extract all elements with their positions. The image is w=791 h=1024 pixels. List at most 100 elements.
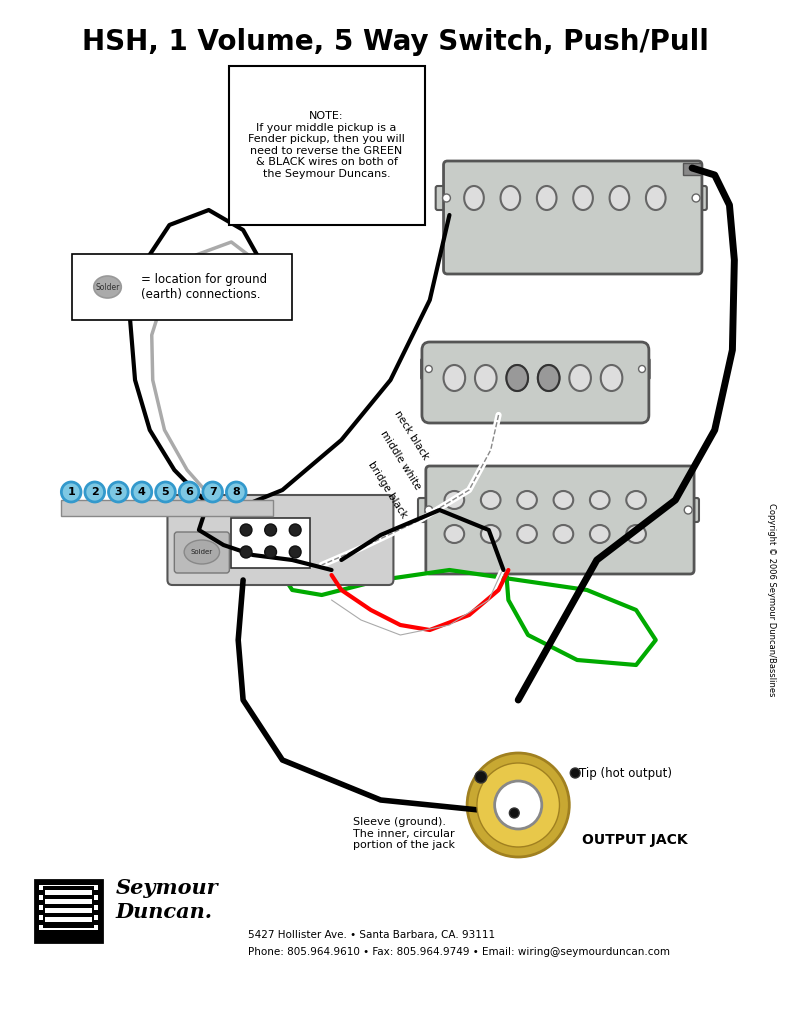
Text: = location for ground
(earth) connections.: = location for ground (earth) connection… (141, 273, 267, 301)
FancyBboxPatch shape (426, 466, 694, 574)
Circle shape (240, 546, 252, 558)
FancyBboxPatch shape (422, 342, 649, 423)
Text: Phone: 805.964.9610 • Fax: 805.964.9749 • Email: wiring@seymourduncan.com: Phone: 805.964.9610 • Fax: 805.964.9749 … (248, 947, 670, 957)
Bar (44, 890, 92, 895)
Ellipse shape (610, 186, 629, 210)
Bar (44, 908, 92, 913)
Text: 4: 4 (138, 487, 146, 497)
Circle shape (85, 482, 104, 502)
Text: Copyright © 2006 Seymour Duncan/Basslines: Copyright © 2006 Seymour Duncan/Bassline… (767, 503, 776, 696)
Circle shape (132, 482, 152, 502)
Ellipse shape (517, 525, 537, 543)
Ellipse shape (481, 525, 501, 543)
Circle shape (638, 366, 645, 373)
Ellipse shape (94, 276, 121, 298)
Circle shape (226, 482, 246, 502)
Text: Solder: Solder (191, 549, 213, 555)
Text: middle white: middle white (379, 429, 423, 492)
Circle shape (426, 366, 432, 373)
Ellipse shape (506, 365, 528, 391)
Ellipse shape (573, 186, 593, 210)
Ellipse shape (590, 525, 610, 543)
Circle shape (425, 506, 433, 514)
Ellipse shape (506, 365, 528, 391)
Ellipse shape (501, 186, 520, 210)
Ellipse shape (600, 365, 623, 391)
Circle shape (202, 482, 222, 502)
Ellipse shape (517, 490, 537, 509)
Bar (44, 918, 92, 922)
FancyBboxPatch shape (229, 66, 425, 225)
Ellipse shape (464, 186, 484, 210)
Text: OUTPUT JACK: OUTPUT JACK (582, 833, 687, 847)
Circle shape (108, 482, 128, 502)
Bar (39, 915, 98, 920)
Ellipse shape (538, 365, 559, 391)
FancyBboxPatch shape (677, 498, 699, 522)
Ellipse shape (570, 365, 591, 391)
Ellipse shape (184, 540, 220, 564)
Text: 8: 8 (233, 487, 240, 497)
Circle shape (475, 771, 486, 783)
Bar (35, 880, 101, 942)
Text: 6: 6 (185, 487, 193, 497)
Text: Seymour: Seymour (115, 878, 218, 898)
FancyBboxPatch shape (72, 254, 292, 319)
Ellipse shape (537, 186, 557, 210)
FancyBboxPatch shape (418, 498, 440, 522)
Ellipse shape (475, 365, 497, 391)
Circle shape (467, 753, 570, 857)
Text: bridge black: bridge black (366, 460, 409, 520)
Ellipse shape (444, 365, 465, 391)
Bar (39, 895, 98, 900)
Text: 1: 1 (67, 487, 75, 497)
Text: HSH, 1 Volume, 5 Way Switch, Push/Pull: HSH, 1 Volume, 5 Way Switch, Push/Pull (82, 28, 709, 56)
Text: Tip (hot output): Tip (hot output) (579, 767, 672, 779)
Bar (62, 500, 273, 516)
Text: NOTE:
If your middle pickup is a
Fender pickup, then you will
need to reverse th: NOTE: If your middle pickup is a Fender … (248, 111, 405, 179)
Circle shape (509, 808, 519, 818)
Ellipse shape (538, 365, 559, 391)
Text: 5: 5 (161, 487, 169, 497)
Ellipse shape (646, 186, 665, 210)
Circle shape (494, 781, 542, 829)
FancyBboxPatch shape (685, 186, 707, 210)
Circle shape (62, 482, 81, 502)
Circle shape (265, 524, 277, 536)
Circle shape (265, 546, 277, 558)
Circle shape (240, 524, 252, 536)
Circle shape (684, 506, 692, 514)
Ellipse shape (445, 525, 464, 543)
Text: Solder: Solder (96, 283, 119, 292)
Ellipse shape (554, 490, 573, 509)
Ellipse shape (590, 490, 610, 509)
Circle shape (442, 194, 450, 202)
Text: neck black: neck black (392, 409, 430, 462)
Circle shape (180, 482, 199, 502)
FancyBboxPatch shape (444, 161, 702, 274)
Ellipse shape (554, 525, 573, 543)
Bar (231, 518, 310, 568)
Ellipse shape (445, 490, 464, 509)
Ellipse shape (481, 490, 501, 509)
Bar (39, 885, 98, 890)
Bar (44, 899, 92, 904)
Circle shape (156, 482, 176, 502)
Text: 7: 7 (209, 487, 217, 497)
Ellipse shape (626, 525, 646, 543)
Text: 3: 3 (115, 487, 122, 497)
Bar (683, 163, 701, 175)
Circle shape (570, 768, 580, 778)
Text: Sleeve (ground).
The inner, circular
portion of the jack: Sleeve (ground). The inner, circular por… (353, 817, 455, 850)
FancyBboxPatch shape (436, 186, 457, 210)
Bar (39, 925, 98, 930)
Text: 5427 Hollister Ave. • Santa Barbara, CA. 93111: 5427 Hollister Ave. • Santa Barbara, CA.… (248, 930, 495, 940)
FancyBboxPatch shape (421, 359, 437, 379)
Text: Duncan.: Duncan. (115, 902, 213, 922)
Ellipse shape (626, 490, 646, 509)
FancyBboxPatch shape (168, 495, 393, 585)
FancyBboxPatch shape (174, 532, 229, 573)
Circle shape (477, 763, 559, 847)
Bar (39, 905, 98, 910)
Bar (43, 886, 94, 928)
